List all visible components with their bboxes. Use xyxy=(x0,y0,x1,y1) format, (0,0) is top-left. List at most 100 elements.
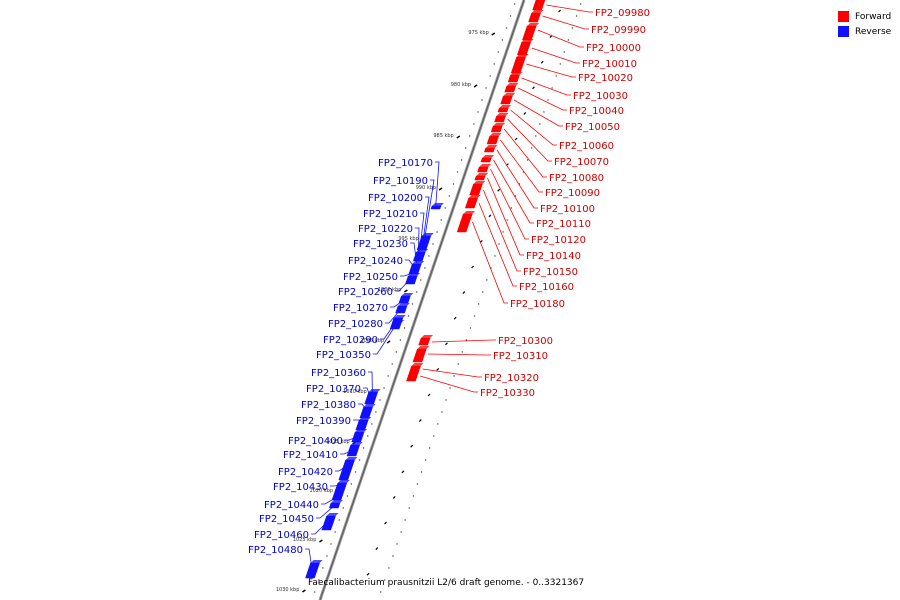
reverse-leader-line xyxy=(435,161,440,208)
tick-dot xyxy=(486,279,488,281)
forward-gene-label: FP2_09980 xyxy=(595,8,650,19)
tick-dot xyxy=(392,555,394,557)
reverse-gene-block xyxy=(408,263,422,275)
tick-dot xyxy=(346,495,349,497)
tick-dot xyxy=(547,99,549,101)
minor-tick xyxy=(445,342,448,346)
forward-gene-label: FP2_10150 xyxy=(523,267,578,278)
minor-tick xyxy=(497,188,501,192)
tick-dot xyxy=(424,459,427,461)
reverse-leader-line xyxy=(421,196,430,247)
forward-gene-label: FP2_10330 xyxy=(480,388,535,399)
tick-dot xyxy=(505,27,508,29)
tick-dot xyxy=(485,87,487,89)
tick-mark xyxy=(302,589,306,593)
tick-label: 985 kbp xyxy=(433,133,453,139)
tick-dot xyxy=(432,243,434,245)
forward-gene-block xyxy=(486,135,500,145)
forward-gene-label: FP2_10320 xyxy=(484,373,539,384)
tick-dot xyxy=(416,291,418,293)
forward-gene-block-top xyxy=(485,145,498,148)
gene-labels: FP2_09980 FP2_09990 FP2_10000 FP2_10010 FP2_… xyxy=(248,8,650,556)
forward-gene-block-top xyxy=(421,335,434,338)
forward-gene-block-top xyxy=(489,133,502,136)
reverse-leader-line xyxy=(368,371,373,394)
reverse-gene-block xyxy=(430,205,442,210)
tick-label: 980 kbp xyxy=(451,82,471,88)
reverse-gene-label: FP2_10240 xyxy=(348,256,403,267)
reverse-gene-block-top xyxy=(363,404,376,407)
tick-mark xyxy=(386,340,391,344)
reverse-gene-block-top xyxy=(392,320,405,323)
forward-leader-line xyxy=(490,168,529,240)
forward-gene-block-top xyxy=(468,195,481,198)
tick-dot xyxy=(444,207,446,209)
reverse-gene-block-top xyxy=(368,389,381,392)
forward-gene-block-top xyxy=(510,72,523,75)
minor-tick xyxy=(401,470,405,474)
reverse-gene-label: FP2_10170 xyxy=(378,158,433,169)
forward-leader-line xyxy=(496,149,538,209)
tick-dot xyxy=(473,315,476,317)
forward-gene-block xyxy=(464,197,479,209)
tick-label: 975 kbp xyxy=(468,30,488,36)
legend: Forward Reverse xyxy=(838,9,891,39)
reverse-gene-block-top xyxy=(431,203,444,206)
tick-dot xyxy=(448,195,451,197)
tick-dot xyxy=(404,519,406,521)
minor-tick xyxy=(436,367,440,371)
forward-leader-line xyxy=(422,368,482,378)
tick-mark xyxy=(491,32,496,36)
forward-leader-line xyxy=(542,15,589,30)
forward-gene-label: FP2_10010 xyxy=(582,59,637,70)
tick-dot xyxy=(437,423,439,425)
forward-gene-label: FP2_10040 xyxy=(569,106,624,117)
forward-gene-label: FP2_10100 xyxy=(540,204,595,215)
forward-gene-label: FP2_10300 xyxy=(498,336,553,347)
forward-gene-block xyxy=(469,183,483,196)
reverse-leader-line xyxy=(424,179,435,241)
forward-gene-label: FP2_10000 xyxy=(586,43,641,54)
forward-gene-block xyxy=(528,12,541,23)
reverse-gene-block xyxy=(328,502,341,509)
forward-gene-block-top xyxy=(476,173,489,176)
tick-dot xyxy=(453,375,455,377)
forward-leader-line xyxy=(537,29,584,48)
tick-dot xyxy=(400,531,402,533)
reverse-gene-label: FP2_10380 xyxy=(301,400,356,411)
forward-gene-block-top xyxy=(473,181,486,184)
minor-tick xyxy=(462,291,466,295)
tick-dot xyxy=(535,135,537,137)
minor-tick xyxy=(558,9,562,13)
forward-gene-block-top xyxy=(482,155,495,158)
forward-gene-block xyxy=(412,348,427,363)
tick-dot xyxy=(477,303,480,305)
tick-dot xyxy=(579,3,582,5)
tick-dot xyxy=(412,495,415,497)
reverse-gene-block xyxy=(346,444,361,457)
tick-mark xyxy=(404,289,408,293)
reverse-gene-label: FP2_10420 xyxy=(278,467,333,478)
reverse-gene-block-top xyxy=(397,303,410,306)
tick-dot xyxy=(330,543,332,545)
minor-tick xyxy=(427,393,431,397)
minor-tick xyxy=(471,265,474,269)
forward-gene-label: FP2_10080 xyxy=(549,173,604,184)
tick-dot xyxy=(408,507,410,509)
tick-dot xyxy=(367,435,369,437)
forward-gene-block xyxy=(477,166,489,173)
tick-dot xyxy=(334,531,336,533)
tick-dot xyxy=(416,483,419,485)
reverse-gene-block-top xyxy=(350,442,363,445)
forward-gene-block-top xyxy=(503,93,516,96)
tick-dot xyxy=(424,267,426,269)
tick-dot xyxy=(571,27,574,29)
reverse-gene-label: FP2_10370 xyxy=(306,384,361,395)
tick-dot xyxy=(461,351,464,353)
legend-item-reverse: Reverse xyxy=(838,24,891,39)
forward-leader-line xyxy=(526,63,576,78)
tick-dot xyxy=(481,99,483,101)
tick-dot xyxy=(428,255,430,257)
forward-gene-block-top xyxy=(479,164,492,167)
